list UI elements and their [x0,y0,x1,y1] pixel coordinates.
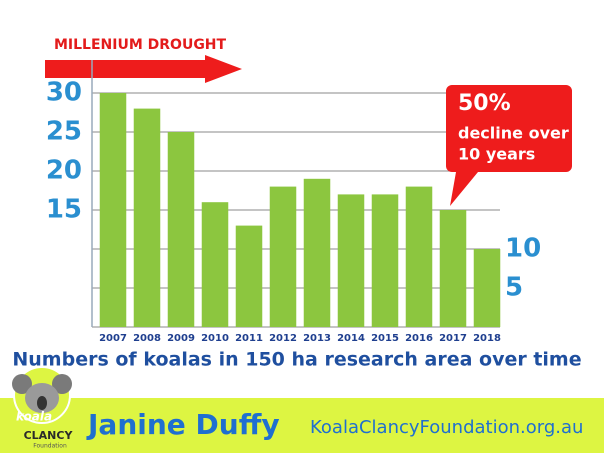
logo-text: CLANCY [24,429,74,442]
logo: koala CLANCY Foundation [12,366,74,450]
bar [473,249,501,327]
x-tick-label: 2009 [167,333,195,344]
chart-title: MILLENIUM DROUGHT [54,37,227,53]
bar [439,210,467,327]
annotation: 10 years [458,145,535,164]
annotation: 50% [458,91,511,116]
x-tick-label: 2017 [439,333,467,344]
bar [303,178,331,327]
bar [201,202,229,327]
koala-ear [12,374,32,394]
y-tick-label: 10 [505,234,541,264]
y-tick-label: 25 [46,117,82,147]
footer-band [0,398,604,453]
x-tick-label: 2014 [337,333,365,344]
y-tick-label: 15 [46,195,82,225]
x-axis-label: Numbers of koalas in 150 ha research are… [12,349,581,371]
bar [371,194,399,327]
author: Janine Duffy [86,408,280,441]
bar [269,186,297,327]
bar [405,186,433,327]
koala-ear [52,374,72,394]
x-tick-label: 2018 [473,333,501,344]
logo-text: koala [16,410,52,424]
y-tick-label: 30 [46,78,82,108]
website: KoalaClancyFoundation.org.au [310,417,583,438]
bar [99,93,127,327]
bar [235,225,263,327]
x-tick-label: 2010 [201,333,229,344]
x-tick-label: 2011 [235,333,263,344]
x-tick-label: 2013 [303,333,331,344]
x-tick-label: 2007 [99,333,127,344]
callout [446,85,572,206]
x-tick-label: 2016 [405,333,433,344]
annotation: decline over [458,124,569,143]
y-tick-label: 20 [46,156,82,186]
logo-text: Foundation [33,443,67,450]
bar [337,194,365,327]
y-tick-label: 5 [505,273,523,303]
drought-arrow [45,55,242,83]
x-tick-label: 2012 [269,333,297,344]
x-tick-label: 2015 [371,333,399,344]
bar [133,108,161,327]
x-tick-label: 2008 [133,333,161,344]
bar [167,132,195,327]
koala-nose [37,396,47,410]
